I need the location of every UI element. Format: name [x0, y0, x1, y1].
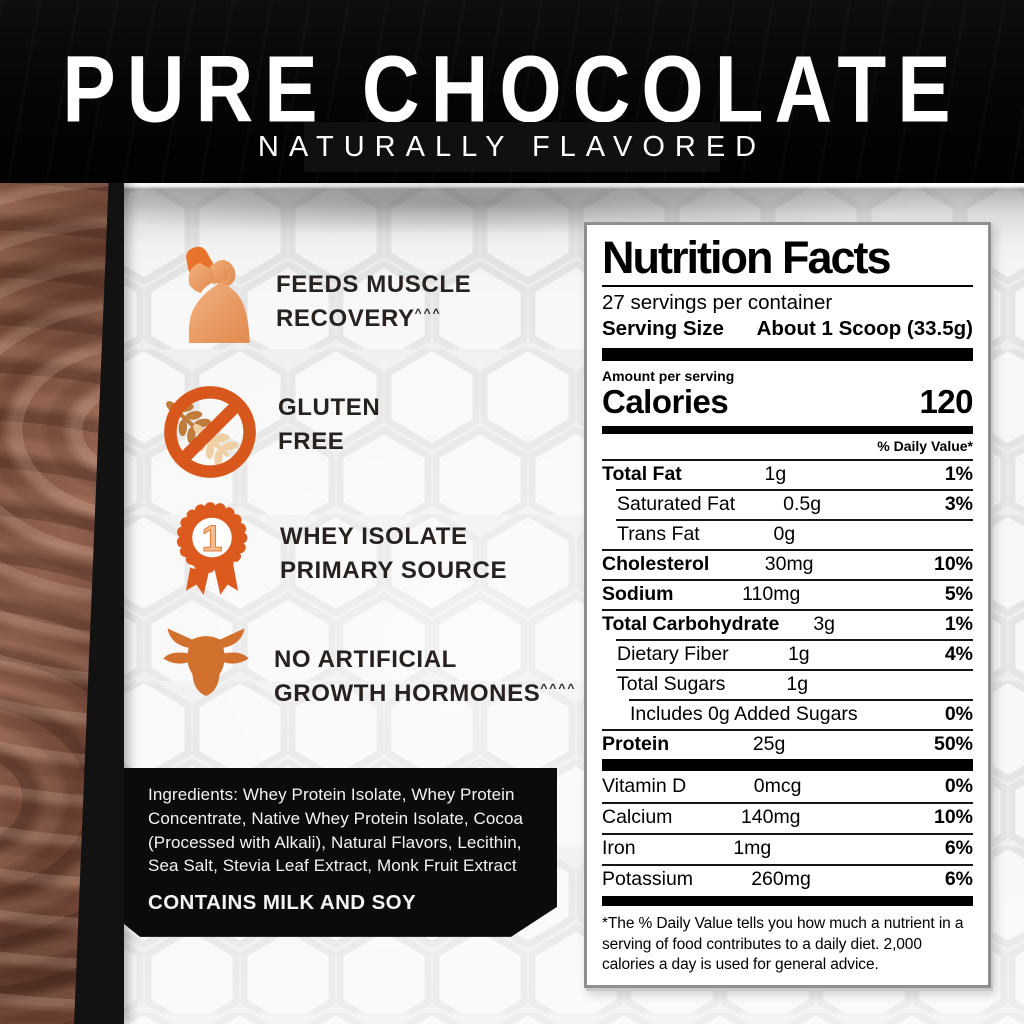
ingredients-panel: Ingredients: Whey Protein Isolate, Whey … [124, 768, 557, 937]
calories-row: Calories 120 [602, 383, 973, 421]
nutrient-row-added-sugars: Includes 0g Added Sugars 0% [602, 699, 973, 729]
first-place-ribbon-icon: 1 [162, 498, 262, 598]
header: PURE CHOCOLATE NATURALLY FLAVORED [0, 0, 1024, 183]
feature-text: NO ARTIFICIAL GROWTH HORMONES^^^^ [256, 620, 576, 708]
nutrient-row-protein: Protein 25g 50% [602, 729, 973, 759]
feature-text: WHEY ISOLATE PRIMARY SOURCE [262, 498, 507, 585]
nutrient-row-saturated-fat: Saturated Fat 0.5g 3% [602, 489, 973, 519]
subtitle-backplate [304, 122, 720, 172]
feature-whey-isolate: 1 WHEY ISOLATE PRIMARY SOURCE [162, 498, 507, 598]
ingredients-label: Ingredients: [148, 785, 239, 804]
flavor-subtitle: NATURALLY FLAVORED [257, 131, 767, 163]
calories-label: Calories [602, 383, 729, 421]
subtitle-row: NATURALLY FLAVORED [0, 122, 1024, 174]
vitamin-row-calcium: Calcium 140mg 10% [602, 802, 973, 833]
feature-line-1: WHEY ISOLATE [280, 523, 468, 550]
nutrient-row-cholesterol: Cholesterol 30mg 10% [602, 549, 973, 579]
cow-head-icon [156, 620, 256, 720]
feature-line-2: PRIMARY SOURCE [280, 557, 508, 584]
nutrient-row-trans-fat: Trans Fat 0g [602, 519, 973, 549]
serving-size-label: Serving Size [602, 317, 724, 341]
nutrient-row-sodium: Sodium 110mg 5% [602, 579, 973, 609]
footnote-carets: ^^^ [414, 306, 442, 320]
thick-divider [602, 426, 973, 435]
feature-line-1: FEEDS MUSCLE [276, 271, 472, 298]
servings-per-container: 27 servings per container [602, 290, 833, 314]
calories-value: 120 [919, 383, 973, 421]
serving-size-row: Serving Size About 1 Scoop (33.5g) [602, 316, 973, 348]
feature-text: GLUTEN FREE [260, 382, 380, 456]
vitamin-row-potassium: Potassium 260mg 6% [602, 864, 973, 895]
gluten-free-wheat-ban-icon [155, 382, 260, 482]
feature-line-2: GROWTH HORMONES^^^^ [274, 680, 577, 707]
svg-text:1: 1 [202, 517, 223, 559]
feature-line-2: FREE [278, 428, 345, 455]
serving-size-value: About 1 Scoop (33.5g) [756, 317, 973, 341]
nutrition-facts-title: Nutrition Facts [602, 234, 973, 287]
vitamin-row-vitamin-d: Vitamin D 0mcg 0% [602, 775, 973, 798]
daily-value-note: % Daily Value* [877, 438, 973, 455]
nutrient-row-dietary-fiber: Dietary Fiber 1g 4% [602, 639, 973, 669]
ingredients-text: Ingredients: Whey Protein Isolate, Whey … [148, 785, 524, 876]
athlete-drinking-shaker-icon [158, 243, 258, 343]
nutrition-facts-label: Nutrition Facts 27 servings per containe… [584, 222, 991, 988]
footnote-carets: ^^^^ [540, 681, 577, 695]
feature-no-growth-hormones: NO ARTIFICIAL GROWTH HORMONES^^^^ [156, 620, 576, 720]
feature-line-1: GLUTEN [278, 394, 381, 421]
vitamin-row-iron: Iron 1mg 6% [602, 833, 973, 864]
feature-text: FEEDS MUSCLE RECOVERY^^^ [258, 243, 471, 333]
nutrient-row-total-carbohydrate: Total Carbohydrate 3g 1% [602, 609, 973, 639]
nutrient-row-total-fat: Total Fat 1g 1% [602, 459, 973, 489]
thick-divider [602, 759, 973, 772]
allergen-statement: CONTAINS MILK AND SOY [148, 891, 417, 915]
feature-line-2: RECOVERY^^^ [276, 305, 442, 332]
nutrient-row-total-sugars: Total Sugars 1g [602, 669, 973, 699]
feature-line-1: NO ARTIFICIAL [274, 646, 457, 673]
thick-divider [602, 896, 973, 907]
thick-divider [602, 348, 973, 362]
feature-gluten-free: GLUTEN FREE [155, 382, 380, 482]
feature-muscle-recovery: FEEDS MUSCLE RECOVERY^^^ [158, 243, 471, 343]
daily-value-footnote: *The % Daily Value tells you how much a … [602, 915, 964, 974]
amount-per-serving-label: Amount per serving [602, 368, 735, 385]
